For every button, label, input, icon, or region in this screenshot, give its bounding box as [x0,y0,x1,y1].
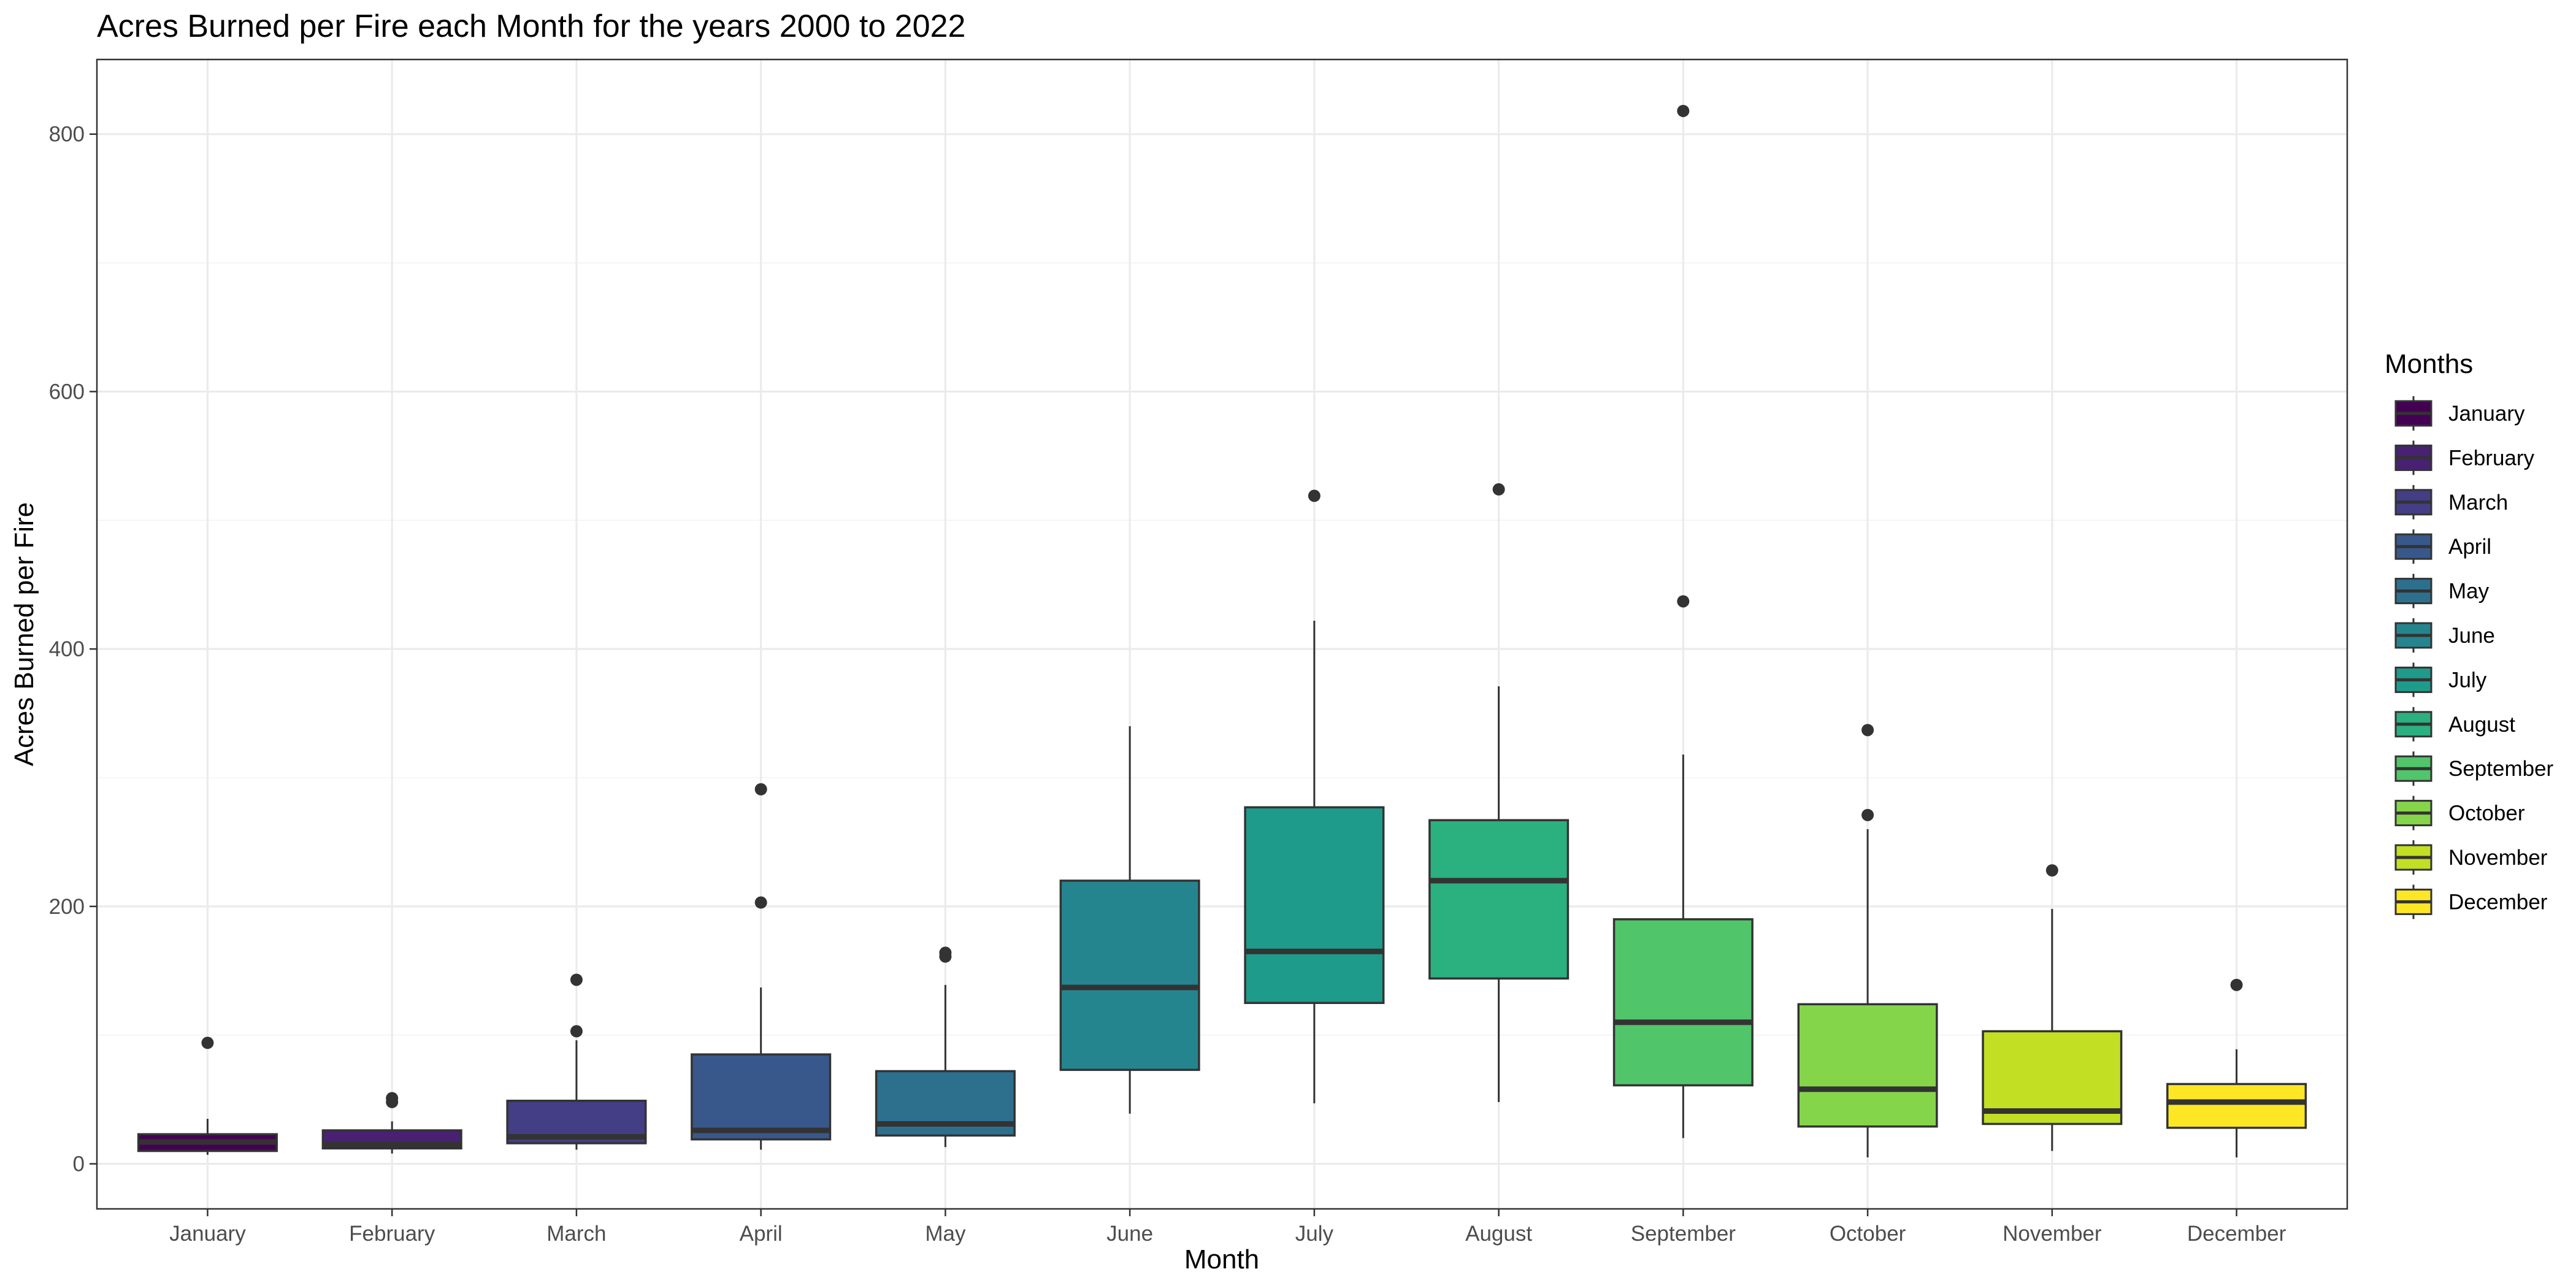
legend-label: December [2448,890,2548,914]
box-october [1797,724,1938,1158]
x-tick-label: August [1465,1222,1532,1246]
y-tick-label: 200 [49,895,85,919]
x-tick-label: September [1631,1222,1736,1246]
legend-item-may: May [2394,573,2490,608]
legend-label: March [2448,491,2508,515]
y-axis-title: Acres Burned per Fire [9,502,39,766]
outlier-point [1861,724,1874,737]
legend-title: Months [2385,349,2473,379]
legend-item-november: November [2394,840,2548,875]
legend-item-april: April [2394,529,2491,564]
legend-item-february: February [2394,440,2535,475]
box-august [1428,483,1570,1102]
x-tick-label: May [925,1222,966,1246]
x-tick-label: March [546,1222,606,1246]
box-iqr [1244,806,1385,1004]
y-axis: 0 200 400 600 800 [49,123,97,1176]
legend-label: November [2448,846,2548,870]
outlier-point [754,896,767,909]
panel-border [96,58,2348,1210]
legend-label: April [2448,535,2491,559]
legend-item-august: August [2394,707,2515,742]
box-iqr [1797,1003,1938,1128]
legend-item-march: March [2394,485,2508,519]
box-iqr [691,1053,832,1141]
legend-item-december: December [2394,884,2548,919]
outlier-point [1677,104,1690,117]
legend-item-october: October [2394,795,2525,830]
x-tick-label: July [1295,1222,1334,1246]
box-november [1982,864,2123,1151]
outlier-point [1308,489,1321,502]
box-may [875,946,1016,1148]
box-iqr [1612,918,1754,1087]
x-axis: January February March April May June July Augu… [169,1209,2287,1246]
x-tick-label: February [349,1222,435,1246]
legend: Months January February March April May June J… [2385,349,2554,919]
outlier-point [201,1037,214,1049]
outlier-point [939,946,952,959]
x-tick-label: December [2187,1222,2287,1246]
legend-item-july: July [2394,662,2487,697]
box-iqr [1059,880,1200,1071]
outlier-point [1492,483,1505,496]
outlier-point [2045,864,2058,877]
chart-title: Acres Burned per Fire each Month for the… [97,9,965,44]
boxes [137,104,2307,1158]
legend-label: July [2448,668,2487,692]
box-iqr [1428,819,1570,980]
legend-item-september: September [2394,751,2554,786]
outlier-point [1861,808,1874,821]
x-tick-label: June [1106,1222,1153,1246]
legend-item-january: January [2394,396,2525,431]
outlier-point [754,783,767,795]
legend-label: August [2448,713,2515,737]
x-tick-label: April [740,1222,783,1246]
legend-label: May [2448,580,2490,604]
outlier-point [570,973,583,986]
legend-label: January [2448,402,2525,426]
box-march [506,973,647,1150]
outlier-point [1677,595,1690,608]
box-april [691,783,832,1150]
box-september [1612,104,1754,1138]
x-axis-title: Month [1184,1244,1259,1275]
box-january [137,1037,278,1155]
y-tick-label: 0 [73,1152,85,1176]
y-tick-label: 800 [49,123,85,147]
outlier-point [386,1092,399,1105]
y-tick-label: 600 [49,380,85,404]
box-july [1244,489,1385,1103]
outlier-point [2230,978,2243,991]
outlier-point [570,1025,583,1038]
legend-label: October [2448,802,2525,826]
box-iqr [2166,1083,2307,1129]
x-tick-label: November [2003,1222,2102,1246]
legend-label: September [2448,757,2554,781]
legend-label: June [2448,624,2495,648]
box-february [321,1092,462,1154]
legend-label: February [2448,446,2535,470]
x-tick-label: January [169,1222,246,1246]
x-tick-label: October [1830,1222,1906,1246]
box-december [2166,978,2307,1158]
box-june [1059,726,1200,1114]
legend-item-june: June [2394,618,2495,653]
y-tick-label: 400 [49,637,85,661]
